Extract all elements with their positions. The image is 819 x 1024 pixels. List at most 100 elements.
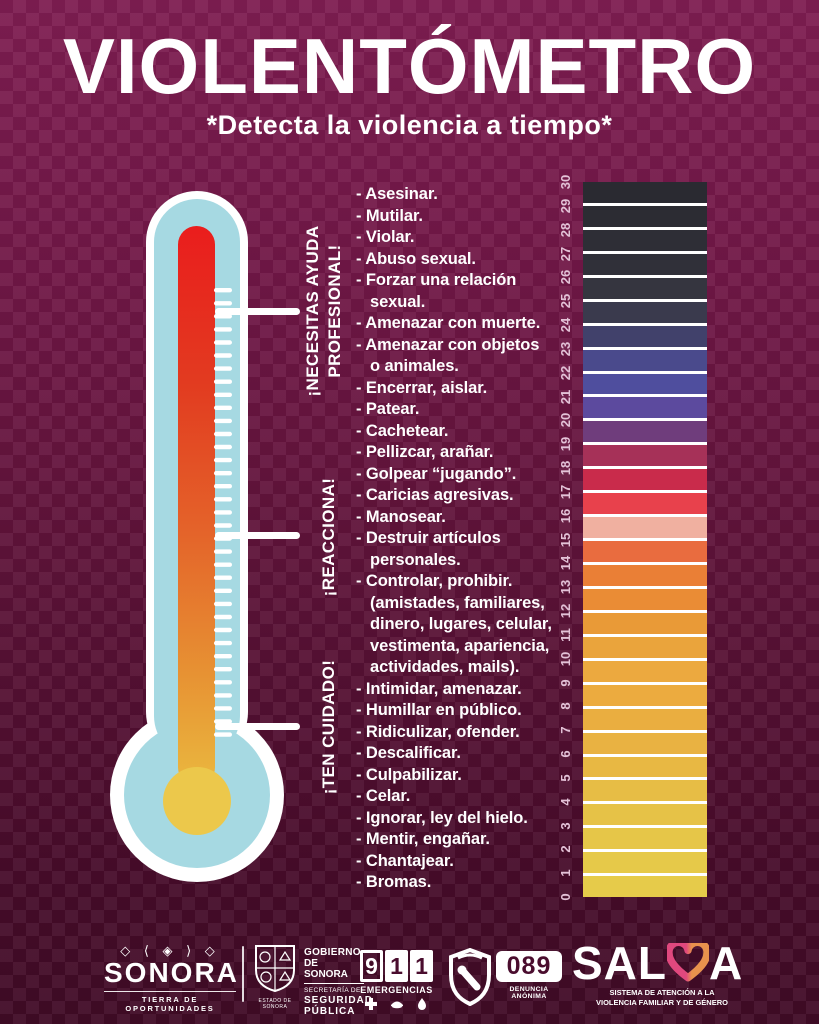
flame-icon xyxy=(418,998,426,1010)
behavior-item-line: - Intimidar, amenazar. xyxy=(356,679,522,698)
sonora-diamonds-icon: ◇ ⟨ ◈ ⟩ ◇ xyxy=(120,943,220,958)
zone-label-be-careful: ¡TEN CUIDADO! xyxy=(319,659,338,795)
scale-segment xyxy=(583,394,707,419)
behavior-item-line: dinero, lugares, celular, xyxy=(370,615,552,633)
thermometer-tick xyxy=(214,288,232,293)
scale-segment xyxy=(583,801,707,826)
behavior-item-line: - Patear. xyxy=(356,400,420,418)
scale-segment xyxy=(583,490,707,515)
gobierno-line3: SECRETARÍA DE xyxy=(304,986,361,994)
behavior-item-line: - Destruir artículos xyxy=(356,529,501,547)
behavior-item-line: vestimenta, apariencia, xyxy=(370,636,550,655)
gobierno-line1: GOBIERNO xyxy=(304,947,361,958)
scale-segment xyxy=(583,298,707,323)
thermometer-tick xyxy=(214,353,232,358)
behavior-item-line: - Encerrar, aislar. xyxy=(356,378,488,397)
behavior-item-line: - Ignorar, ley del hielo. xyxy=(356,808,528,827)
scale-segment xyxy=(583,226,707,251)
anonymous-report-089-logo: 089 DENUNCIA ANÓNIMA xyxy=(448,948,562,1006)
scale-segment xyxy=(583,777,707,802)
gobierno-line2: DE SONORA xyxy=(304,958,348,980)
scale-segment xyxy=(583,681,707,706)
thermometer-tick xyxy=(214,523,232,528)
thermometer-tick xyxy=(214,719,232,724)
zone-label-line: ¡NECESITAS AYUDA xyxy=(303,225,322,397)
911-digit: 9 xyxy=(360,950,383,982)
gobierno-line4: SEGURIDAD xyxy=(304,994,374,1006)
behavior-item-line: - Mutilar. xyxy=(356,206,423,225)
behavior-item-line: (amistades, familiares, xyxy=(370,593,545,612)
gobierno-sonora-block: GOBIERNO DE SONORA SECRETARÍA DE SEGURID… xyxy=(304,947,374,1017)
scale-segment xyxy=(583,657,707,682)
behavior-item-line: - Amenazar con objetos xyxy=(356,335,540,354)
state-seal-caption: ESTADO DE SONORA xyxy=(258,998,292,1010)
scale-segment xyxy=(583,322,707,347)
scale-segment xyxy=(583,466,707,491)
thermometer-tick xyxy=(214,497,232,502)
sonora-logo: ◇ ⟨ ◈ ⟩ ◇ SONORA TIERRA DE OPORTUNIDADES xyxy=(104,943,237,1013)
behavior-item-line: - Cachetear. xyxy=(356,421,449,440)
behavior-item-line: - Golpear “jugando”. xyxy=(356,464,517,483)
089-label: DENUNCIA ANÓNIMA xyxy=(509,986,549,1000)
footer-divider xyxy=(242,946,244,1002)
sonora-logo-tagline: TIERRA DE OPORTUNIDADES xyxy=(104,991,236,1013)
thermometer-tick xyxy=(214,366,232,371)
911-digit: 1 xyxy=(385,950,408,982)
911-digit-boxes: 9 1 1 xyxy=(360,950,436,982)
zone-divider-middle xyxy=(215,532,300,539)
salva-name: SAL A xyxy=(572,938,762,988)
089-number: 089 xyxy=(496,951,562,982)
behavior-item-line: o animales. xyxy=(370,357,459,375)
behavior-item-line: - Controlar, prohibir. xyxy=(356,572,513,590)
shield-phone-icon xyxy=(449,948,491,1006)
behavior-list: - Asesinar. - Mutilar. - Violar. - Abuso se… xyxy=(356,184,571,894)
behavior-item-line: - Humillar en público. xyxy=(356,701,522,719)
scale-segment xyxy=(583,849,707,874)
thermometer-tick xyxy=(214,706,232,711)
thermometer-tick xyxy=(214,457,232,463)
911-label: EMERGENCIAS xyxy=(360,985,433,995)
thermometer-tick xyxy=(214,732,232,737)
thermometer-tick xyxy=(214,340,232,345)
thermometer-tick xyxy=(214,575,232,580)
thermometer-tick xyxy=(214,484,232,489)
911-service-icons xyxy=(360,998,433,1010)
scale-segment xyxy=(583,729,707,754)
gobierno-line5: PÚBLICA xyxy=(304,1005,356,1017)
thermometer-liquid-bulb xyxy=(163,767,231,835)
behavior-item-line: - Pellizcar, arañar. xyxy=(356,443,494,461)
zone-label-line: PROFESIONAL! xyxy=(325,244,344,378)
thermometer-tick xyxy=(214,588,232,593)
salva-logo: SAL A SISTEMA DE ATENCIÓN A LA VIOLENCIA… xyxy=(572,938,762,1007)
thermometer-tick xyxy=(214,562,232,567)
scale-segment xyxy=(583,442,707,467)
behavior-item-line: personales. xyxy=(370,550,461,569)
thermometer-liquid xyxy=(178,226,215,786)
thermometer-tick xyxy=(214,693,232,698)
poster-subtitle: *Detecta la violencia a tiempo* xyxy=(206,110,613,140)
scale-segment xyxy=(583,633,707,658)
thermometer-tick xyxy=(214,327,232,332)
thermometer-tick xyxy=(214,392,232,397)
salva-name-prefix: SAL xyxy=(572,937,667,989)
gobierno-rule xyxy=(304,982,364,984)
police-cap-icon xyxy=(390,1001,403,1009)
thermometer-ticks xyxy=(214,288,232,737)
behavior-item-line: - Ridiculizar, ofender. xyxy=(356,722,520,741)
behavior-item-line: - Chantajear. xyxy=(356,851,454,870)
thermometer-tick xyxy=(214,314,232,319)
thermometer-tick xyxy=(214,627,232,633)
violence-scale-bar xyxy=(583,182,707,898)
thermometer-tick xyxy=(214,471,232,476)
thermometer-tick xyxy=(214,431,232,437)
state-seal-icon xyxy=(255,945,295,993)
thermometer-tick xyxy=(214,601,232,607)
scale-segment xyxy=(583,585,707,610)
scale-segment xyxy=(583,250,707,275)
behavior-item-line: - Asesinar. xyxy=(356,185,438,203)
thermometer-tick xyxy=(214,510,232,515)
behavior-item-line: - Caricias agresivas. xyxy=(356,486,514,504)
scale-segment xyxy=(583,705,707,730)
scale-segment xyxy=(583,825,707,850)
